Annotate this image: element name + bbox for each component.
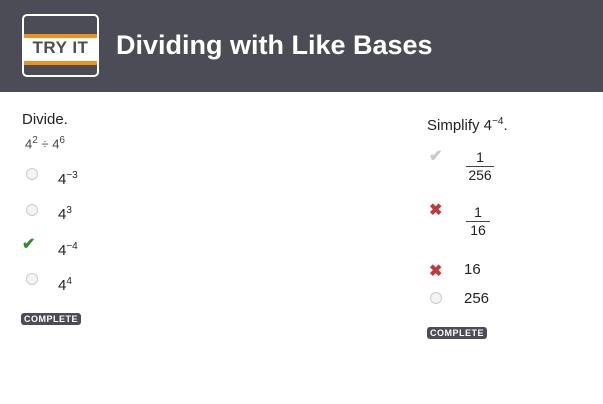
q1-prompt: Divide. — [22, 111, 68, 128]
q1-option-1[interactable]: 4−3 — [58, 170, 78, 188]
x-icon: ✖ — [429, 202, 443, 219]
q2-option-3[interactable]: 16 — [464, 261, 481, 278]
check-icon: ✔ — [22, 236, 36, 253]
check-icon: ✔ — [429, 148, 443, 165]
page-title: Dividing with Like Bases — [116, 30, 433, 60]
q2-option-1[interactable]: 1 256 — [466, 149, 494, 183]
q1-option-4[interactable]: 44 — [58, 276, 72, 294]
q2-prompt: Simplify 4−4. — [427, 116, 508, 134]
try-it-logo: TRY IT — [22, 14, 99, 77]
radio-icon[interactable] — [26, 168, 38, 180]
q1-option-2[interactable]: 43 — [58, 205, 72, 223]
radio-icon[interactable] — [430, 292, 442, 304]
status-badge: COMPLETE — [427, 327, 488, 339]
x-icon: ✖ — [429, 263, 443, 280]
q1-expression: 42 ÷ 46 — [25, 135, 65, 152]
status-badge: COMPLETE — [21, 313, 82, 325]
radio-icon[interactable] — [26, 204, 38, 216]
q1-option-3[interactable]: 4−4 — [58, 241, 78, 259]
radio-icon[interactable] — [26, 273, 38, 285]
header: TRY IT Dividing with Like Bases — [0, 0, 603, 92]
q2-option-2[interactable]: 1 16 — [466, 204, 490, 238]
q2-option-4[interactable]: 256 — [464, 290, 490, 307]
